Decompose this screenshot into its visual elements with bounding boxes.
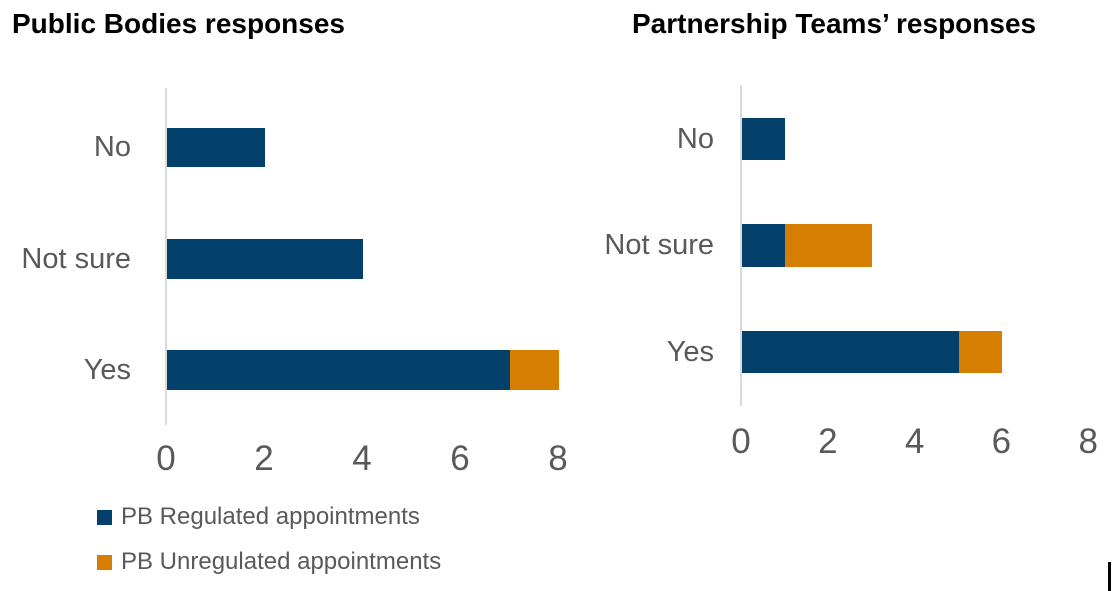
legend-item-unregulated: PB Unregulated appointments	[97, 548, 441, 575]
category-label: Yes	[666, 336, 714, 368]
bar-row	[167, 128, 265, 167]
bar-segment	[510, 350, 559, 390]
legend-swatch-regulated-icon	[97, 509, 112, 525]
bar-segment	[785, 224, 872, 267]
x-tick-label: 0	[156, 439, 176, 478]
bar-segment	[167, 350, 510, 390]
x-tick-label: 8	[1078, 422, 1098, 461]
x-tick-label: 4	[904, 422, 925, 461]
legend-label-regulated: PB Regulated appointments	[121, 503, 420, 530]
legend: PB Regulated appointments PB Unregulated…	[97, 503, 441, 591]
chart-title-partnership-teams: Partnership Teams’ responses	[632, 8, 1037, 39]
bar-segment	[959, 331, 1002, 373]
x-tick-label: 4	[352, 439, 372, 478]
x-tick-label: 0	[731, 422, 751, 461]
category-label: Not sure	[21, 243, 131, 275]
x-tick-label: 6	[991, 422, 1012, 461]
category-label: Not sure	[604, 229, 714, 261]
bar-row	[742, 118, 785, 160]
x-tick-label: 2	[254, 439, 274, 478]
bar-segment	[167, 239, 363, 279]
legend-item-regulated: PB Regulated appointments	[97, 503, 441, 530]
x-tick-label: 6	[450, 439, 470, 478]
bar-row	[167, 239, 363, 279]
legend-swatch-unregulated-icon	[97, 554, 112, 570]
bar-segment	[742, 224, 785, 267]
y-axis-line	[740, 85, 742, 406]
x-tick-label: 2	[818, 422, 838, 461]
text-cursor-artifact	[1108, 562, 1111, 591]
bar-segment	[742, 331, 959, 373]
category-label: No	[93, 131, 131, 163]
category-label: Yes	[83, 354, 131, 386]
bar-segment	[167, 128, 265, 167]
legend-label-unregulated: PB Unregulated appointments	[121, 548, 442, 575]
x-tick-label: 8	[548, 439, 568, 478]
bar-segment	[742, 118, 785, 160]
bar-row	[742, 224, 872, 267]
category-label: No	[676, 123, 714, 155]
y-axis-line	[165, 88, 167, 425]
bar-row	[167, 350, 559, 390]
chart-title-public-bodies: Public Bodies responses	[12, 8, 345, 39]
bar-row	[742, 331, 1002, 373]
